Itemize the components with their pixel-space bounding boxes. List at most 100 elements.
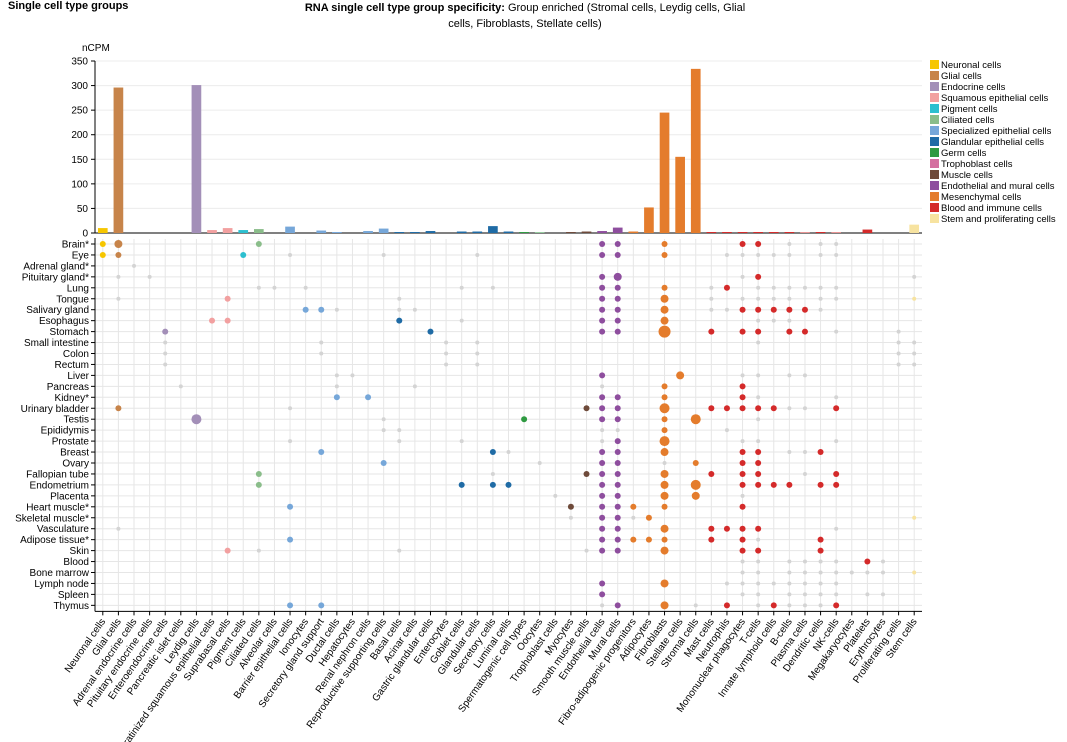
matrix-dot xyxy=(724,307,729,312)
matrix-dot xyxy=(630,503,637,510)
bar xyxy=(425,231,436,233)
tissue-label: Heart muscle* xyxy=(26,502,89,513)
matrix-dot xyxy=(755,547,762,554)
matrix-dot xyxy=(756,559,761,564)
bar xyxy=(238,230,249,233)
bar xyxy=(332,232,342,233)
matrix-dot xyxy=(709,307,714,312)
bar xyxy=(909,224,920,233)
legend-swatch xyxy=(930,214,939,223)
tissue-label: Spleen xyxy=(58,590,89,601)
matrix-dot xyxy=(163,340,168,345)
legend-label: Pigment cells xyxy=(941,104,998,115)
matrix-dot xyxy=(756,395,761,400)
matrix-dot xyxy=(787,559,792,564)
matrix-dot xyxy=(834,329,839,334)
matrix-dot xyxy=(397,439,402,444)
matrix-dot xyxy=(834,592,839,597)
matrix-dot xyxy=(255,241,262,247)
matrix-dot xyxy=(614,394,621,401)
matrix-dot xyxy=(614,438,621,445)
legend-swatch xyxy=(930,170,939,179)
matrix-dot xyxy=(723,284,730,291)
matrix-dot xyxy=(740,493,745,498)
matrix-dot xyxy=(709,296,714,301)
matrix-dot xyxy=(318,449,325,456)
matrix-dot xyxy=(458,481,465,488)
matrix-dot xyxy=(739,547,746,554)
matrix-dot xyxy=(661,284,668,291)
matrix-dot xyxy=(723,405,730,412)
matrix-dot xyxy=(614,284,621,291)
matrix-dot xyxy=(880,559,885,564)
matrix-dot xyxy=(787,450,792,455)
matrix-dot xyxy=(599,317,606,324)
matrix-dot xyxy=(739,383,746,390)
matrix-dot xyxy=(690,479,701,490)
matrix-dot xyxy=(771,252,776,257)
matrix-dot xyxy=(770,306,777,313)
matrix-dot xyxy=(817,449,824,456)
legend-swatch xyxy=(930,82,939,91)
matrix-dot xyxy=(912,296,917,301)
matrix-dot xyxy=(740,373,745,378)
bar xyxy=(519,232,529,233)
matrix-dot xyxy=(660,469,669,478)
legend-label: Germ cells xyxy=(941,148,987,159)
matrix-dot xyxy=(599,481,606,488)
bar xyxy=(659,112,670,233)
bar xyxy=(768,232,779,233)
matrix-dot xyxy=(583,470,590,477)
matrix-dot xyxy=(740,570,745,575)
matrix-dot xyxy=(880,570,885,575)
tissue-label: Fallopian tube xyxy=(26,469,89,480)
matrix-dot xyxy=(645,514,652,521)
matrix-dot xyxy=(116,296,121,301)
matrix-dot xyxy=(786,306,793,313)
matrix-dot xyxy=(817,536,824,543)
matrix-dot xyxy=(319,340,324,345)
matrix-dot xyxy=(333,394,340,401)
matrix-dot xyxy=(740,439,745,444)
matrix-dot xyxy=(412,307,417,312)
matrix-dot xyxy=(613,272,622,281)
bar xyxy=(316,230,327,233)
bar xyxy=(644,207,654,233)
chart-title: RNA single cell type group specificity: … xyxy=(300,0,750,32)
matrix-dot xyxy=(755,405,762,412)
bar xyxy=(737,232,748,233)
bar xyxy=(675,156,685,233)
matrix-dot xyxy=(756,537,761,542)
matrix-dot xyxy=(896,351,901,356)
matrix-dot xyxy=(802,603,807,608)
matrix-dot xyxy=(740,559,745,564)
matrix-dot xyxy=(599,525,606,532)
tissue-label: Pituitary gland* xyxy=(22,272,89,283)
matrix-dot xyxy=(801,306,808,313)
matrix-dot xyxy=(614,547,621,554)
legend-swatch xyxy=(930,203,939,212)
matrix-dot xyxy=(802,581,807,586)
matrix-dot xyxy=(756,318,761,323)
matrix-dot xyxy=(662,461,667,465)
matrix-dot xyxy=(691,491,700,500)
tissue-label: Tongue xyxy=(56,294,89,305)
matrix-dot xyxy=(740,592,745,597)
matrix-dot xyxy=(756,296,761,301)
bar xyxy=(222,228,233,233)
matrix-dot xyxy=(599,394,606,401)
matrix-dot xyxy=(288,252,293,257)
legend-swatch xyxy=(930,181,939,190)
matrix-dot xyxy=(802,450,807,455)
matrix-dot xyxy=(787,406,792,411)
y-tick-label: 150 xyxy=(71,155,88,166)
matrix-dot xyxy=(802,471,807,476)
matrix-dot xyxy=(739,460,746,466)
tissue-label: Rectum xyxy=(55,360,89,371)
matrix-dot xyxy=(787,592,792,597)
tissue-label: Thymus xyxy=(53,601,89,612)
matrix-dot xyxy=(912,340,917,345)
matrix-dot xyxy=(739,394,746,401)
matrix-dot xyxy=(708,470,715,477)
matrix-dot xyxy=(365,394,372,401)
